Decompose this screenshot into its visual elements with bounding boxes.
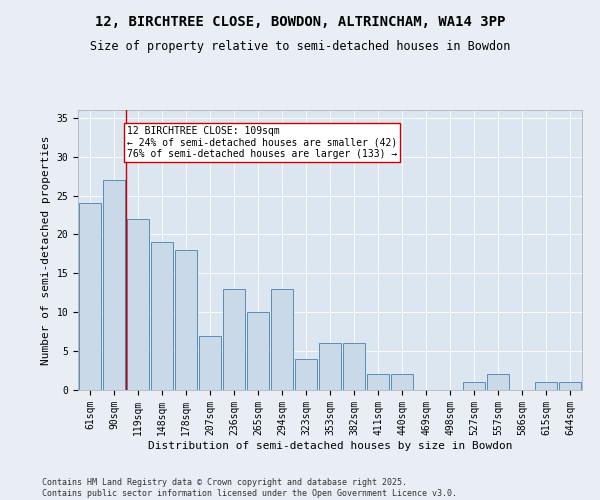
Bar: [127, 219, 149, 390]
Text: Size of property relative to semi-detached houses in Bowdon: Size of property relative to semi-detach…: [90, 40, 510, 53]
Bar: [247, 312, 269, 390]
Bar: [343, 344, 365, 390]
Bar: [391, 374, 413, 390]
Text: Contains HM Land Registry data © Crown copyright and database right 2025.
Contai: Contains HM Land Registry data © Crown c…: [42, 478, 457, 498]
Bar: [151, 242, 173, 390]
Y-axis label: Number of semi-detached properties: Number of semi-detached properties: [41, 135, 51, 365]
Bar: [199, 336, 221, 390]
Bar: [535, 382, 557, 390]
Bar: [295, 359, 317, 390]
Bar: [175, 250, 197, 390]
Bar: [367, 374, 389, 390]
Text: 12 BIRCHTREE CLOSE: 109sqm
← 24% of semi-detached houses are smaller (42)
76% of: 12 BIRCHTREE CLOSE: 109sqm ← 24% of semi…: [127, 126, 397, 159]
Text: 12, BIRCHTREE CLOSE, BOWDON, ALTRINCHAM, WA14 3PP: 12, BIRCHTREE CLOSE, BOWDON, ALTRINCHAM,…: [95, 15, 505, 29]
Bar: [487, 374, 509, 390]
Bar: [559, 382, 581, 390]
Bar: [79, 204, 101, 390]
X-axis label: Distribution of semi-detached houses by size in Bowdon: Distribution of semi-detached houses by …: [148, 440, 512, 450]
Bar: [319, 344, 341, 390]
Bar: [103, 180, 125, 390]
Bar: [271, 289, 293, 390]
Bar: [223, 289, 245, 390]
Bar: [463, 382, 485, 390]
